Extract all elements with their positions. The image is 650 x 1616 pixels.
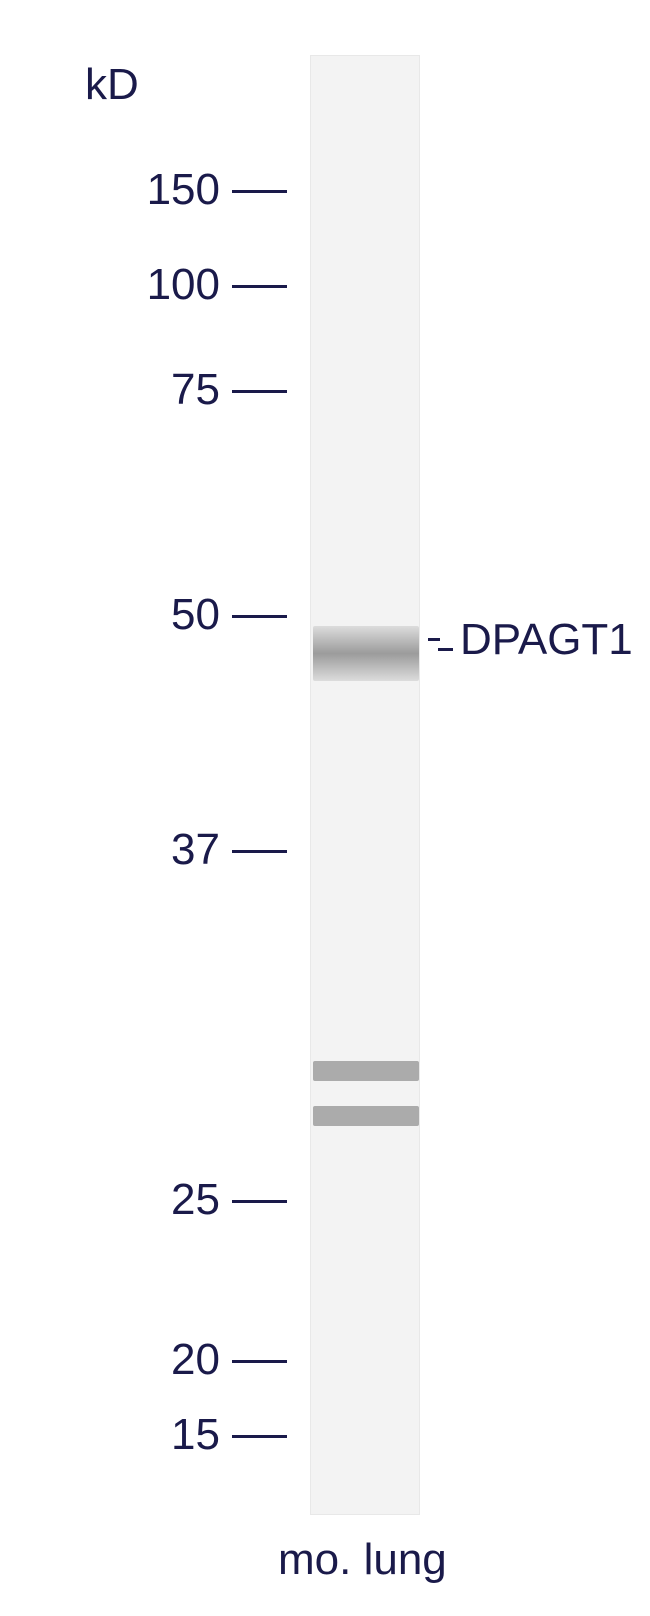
sample-label: mo. lung — [278, 1535, 447, 1585]
marker-label: 100 — [147, 260, 220, 310]
unit-label: kD — [85, 60, 139, 110]
marker-tick — [232, 285, 287, 288]
target-tick-2 — [438, 648, 453, 651]
marker-label: 20 — [171, 1335, 220, 1385]
marker-label: 50 — [171, 590, 220, 640]
band-lower-2 — [313, 1106, 419, 1126]
band-lower-1 — [313, 1061, 419, 1081]
marker-tick — [232, 850, 287, 853]
marker-tick — [232, 1200, 287, 1203]
western-blot: kD 150 100 75 50 37 25 20 15 — [0, 0, 650, 1616]
marker-tick — [232, 190, 287, 193]
target-tick-1 — [428, 638, 440, 641]
marker-label: 75 — [171, 365, 220, 415]
blot-lane — [310, 55, 420, 1515]
marker-label: 15 — [171, 1410, 220, 1460]
marker-tick — [232, 615, 287, 618]
marker-tick — [232, 1360, 287, 1363]
marker-label: 37 — [171, 825, 220, 875]
target-label: DPAGT1 — [460, 615, 633, 665]
band-main — [313, 626, 419, 681]
marker-tick — [232, 390, 287, 393]
marker-tick — [232, 1435, 287, 1438]
marker-label: 150 — [147, 165, 220, 215]
marker-label: 25 — [171, 1175, 220, 1225]
